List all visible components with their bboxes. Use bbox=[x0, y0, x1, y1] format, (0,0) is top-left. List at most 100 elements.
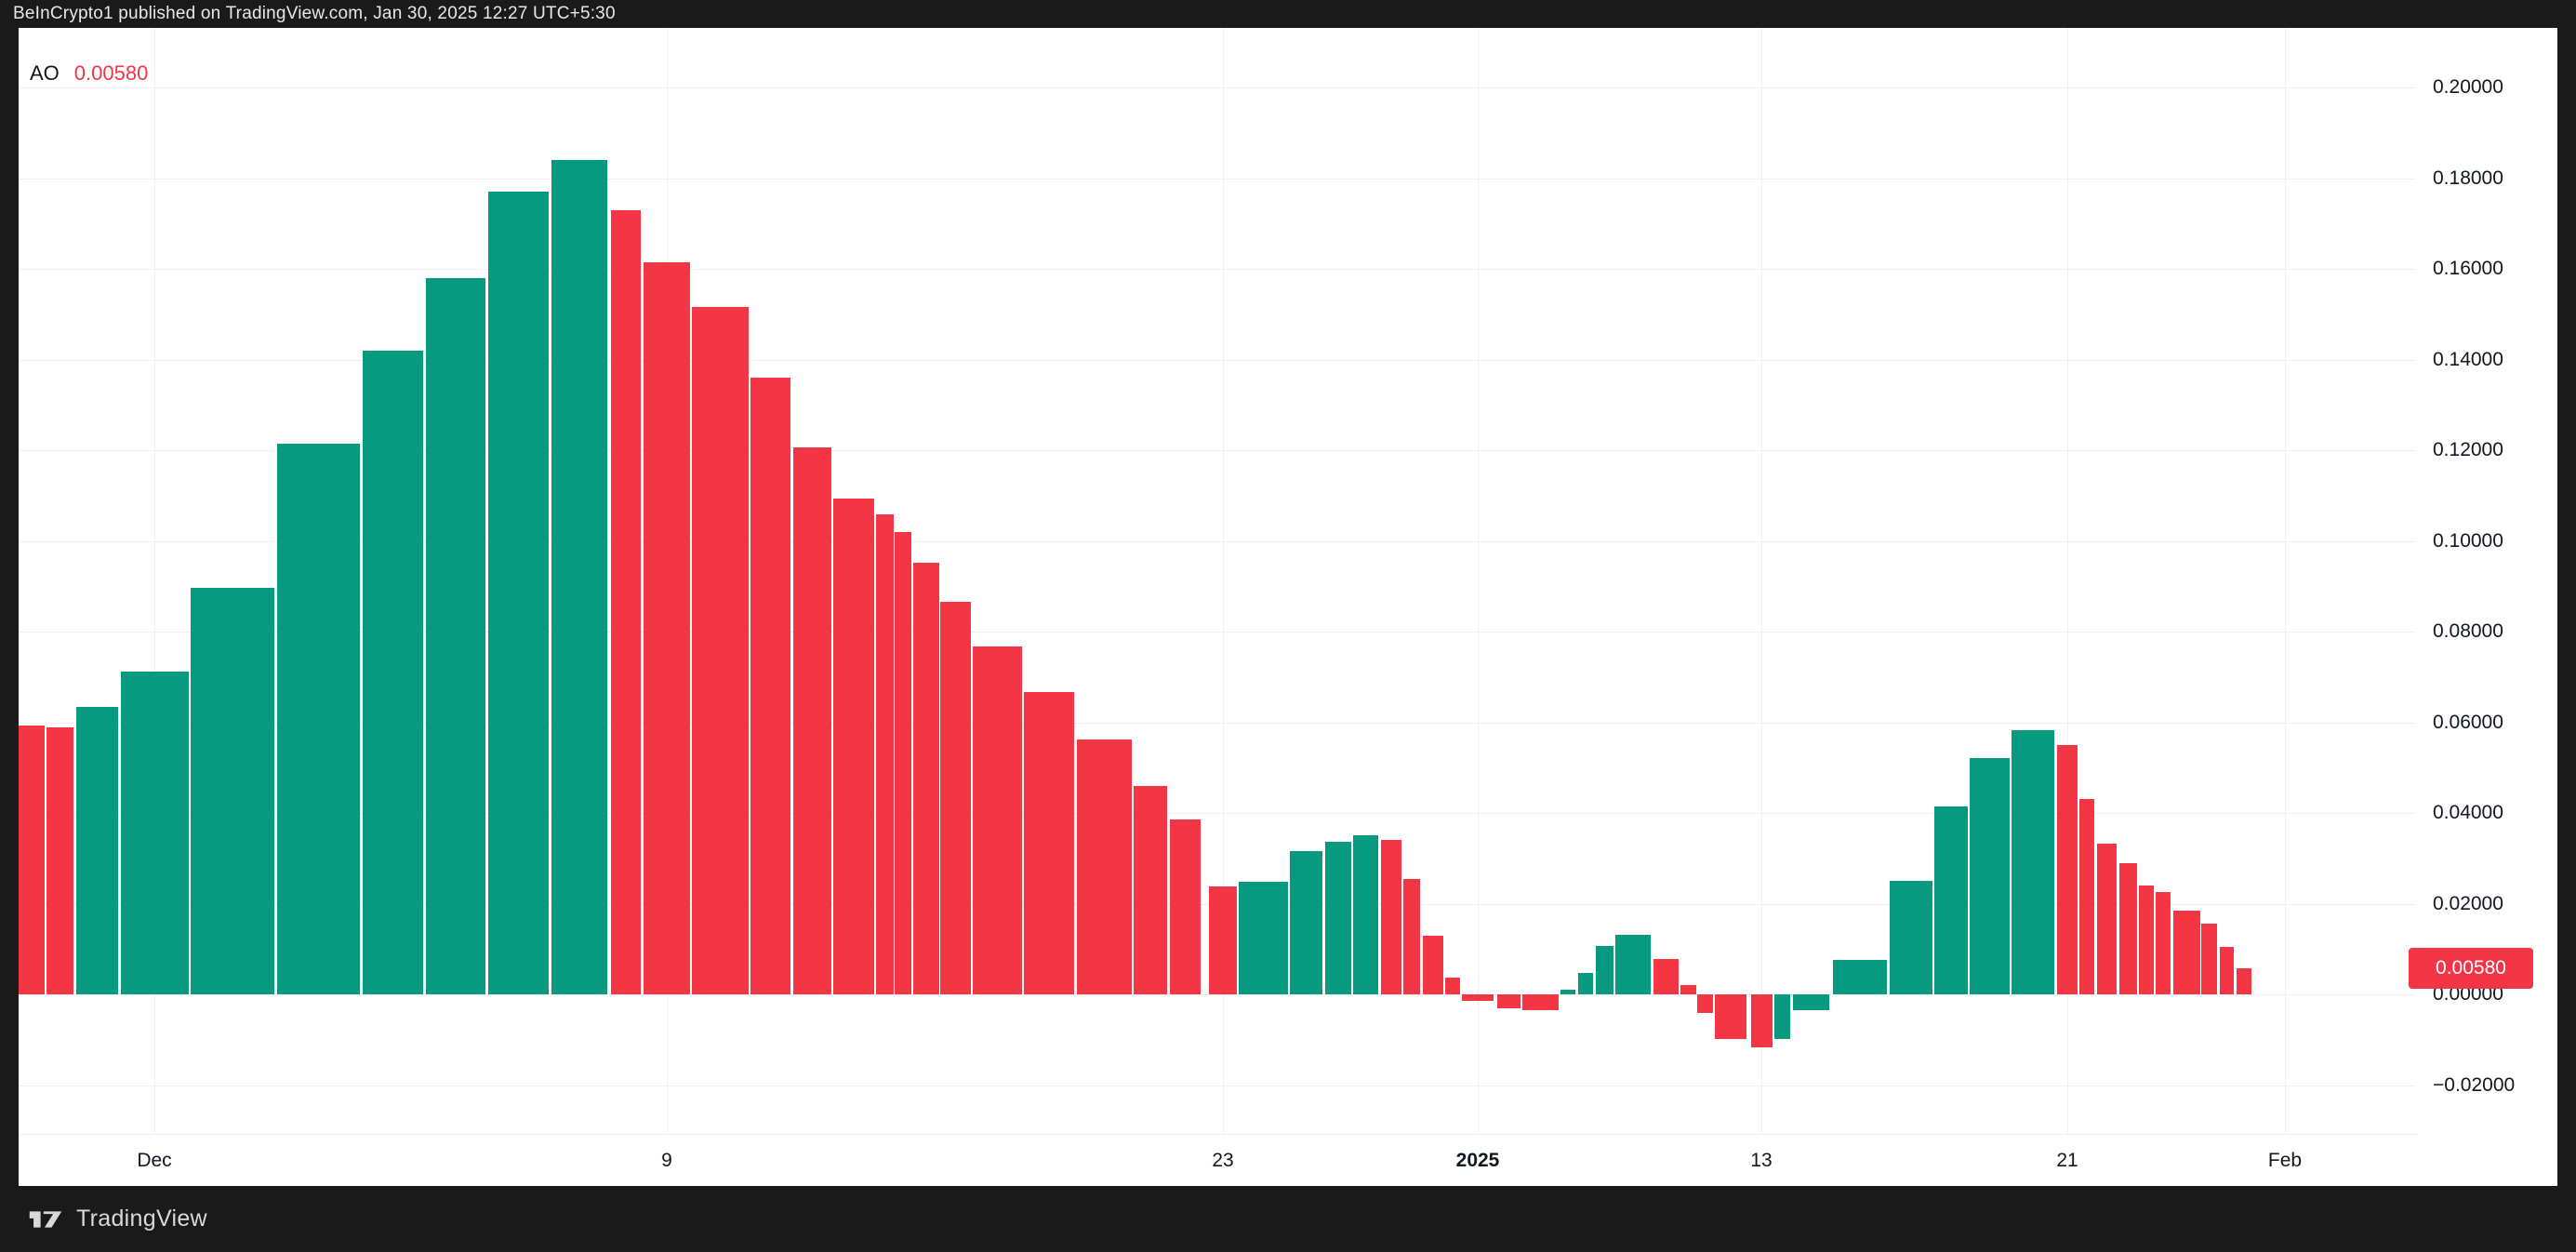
ao-bar bbox=[876, 513, 894, 994]
ao-bar bbox=[1615, 935, 1651, 994]
h-gridline bbox=[19, 632, 2415, 633]
tradingview-brand-text[interactable]: TradingView bbox=[76, 1205, 207, 1232]
price-tick-label: 0.16000 bbox=[2433, 258, 2503, 279]
ao-bar bbox=[1423, 936, 1443, 994]
price-tick-label: 0.10000 bbox=[2433, 529, 2503, 552]
ao-bar bbox=[1751, 994, 1773, 1048]
ao-bar bbox=[1680, 984, 1696, 994]
ao-bar bbox=[1715, 994, 1746, 1039]
last-price-badge: 0.00580 bbox=[2409, 947, 2533, 989]
ao-bar bbox=[363, 350, 423, 994]
ao-bar bbox=[611, 209, 641, 994]
time-tick-label: Dec bbox=[137, 1150, 172, 1171]
ao-bar bbox=[46, 727, 73, 994]
ao-bar bbox=[692, 307, 749, 994]
ao-bar bbox=[1497, 994, 1520, 1009]
ao-bar bbox=[2220, 946, 2234, 994]
v-gridline bbox=[2285, 28, 2286, 1133]
ao-bar bbox=[2237, 967, 2251, 994]
price-tick-label: 0.12000 bbox=[2433, 439, 2503, 460]
price-tick-label: 0.06000 bbox=[2433, 711, 2503, 733]
ao-bar bbox=[1381, 839, 1401, 994]
ao-bar bbox=[1653, 958, 1679, 994]
time-tick-label: Feb bbox=[2267, 1150, 2303, 1171]
v-gridline bbox=[154, 28, 155, 1133]
ao-bar bbox=[973, 646, 1022, 994]
price-tick-label: 0.00000 bbox=[2433, 983, 2503, 1005]
attribution-bar: BeInCrypto1 published on TradingView.com… bbox=[0, 0, 2576, 28]
price-tick-label: 0.02000 bbox=[2433, 892, 2503, 914]
ao-bar bbox=[121, 671, 189, 994]
ao-bar bbox=[2201, 923, 2217, 994]
ao-bar bbox=[1522, 994, 1559, 1011]
time-tick-label: 21 bbox=[2056, 1150, 2078, 1171]
ao-bar bbox=[793, 446, 831, 994]
ao-bar bbox=[551, 160, 607, 994]
ao-bar bbox=[1134, 786, 1167, 994]
v-gridline bbox=[1761, 28, 1762, 1133]
ao-bar bbox=[19, 726, 45, 994]
ao-bar bbox=[1403, 879, 1420, 994]
ao-bar bbox=[1239, 882, 1288, 994]
ao-bar bbox=[1290, 850, 1322, 994]
ao-bar bbox=[1833, 959, 1887, 994]
ao-bar bbox=[76, 707, 118, 994]
ao-bar bbox=[2012, 729, 2054, 994]
ao-bar bbox=[1934, 806, 1968, 994]
ao-bar bbox=[2119, 863, 2137, 994]
chart-plot-area[interactable]: 0.20000 0.18000 0.16000 0.14000 0.12000 0.100… bbox=[19, 28, 2557, 1186]
v-gridline bbox=[2067, 28, 2068, 1133]
ao-bar bbox=[1578, 973, 1593, 994]
price-tick-label: 0.04000 bbox=[2433, 802, 2503, 823]
ao-bar bbox=[191, 587, 274, 994]
v-gridline bbox=[1478, 28, 1479, 1133]
ao-bar bbox=[2079, 798, 2094, 994]
ao-bar bbox=[2156, 891, 2171, 994]
v-gridline bbox=[1223, 28, 1224, 1133]
ao-bar bbox=[1596, 945, 1613, 994]
price-tick-label: 0.18000 bbox=[2433, 166, 2503, 189]
ao-bar bbox=[1209, 886, 1237, 994]
ao-bar bbox=[1462, 994, 1494, 1001]
ao-bar bbox=[644, 261, 690, 994]
price-tick-label: 0.20000 bbox=[2433, 76, 2503, 98]
ao-bar bbox=[2097, 844, 2117, 994]
h-gridline bbox=[19, 269, 2415, 270]
ao-bar bbox=[1697, 994, 1713, 1013]
tradingview-logo-icon[interactable] bbox=[28, 1206, 63, 1232]
attribution-text: BeInCrypto1 published on TradingView.com… bbox=[13, 4, 616, 23]
ao-bar bbox=[895, 531, 911, 994]
ao-bar bbox=[1170, 819, 1201, 994]
ao-bar bbox=[1890, 881, 1932, 994]
ao-bar bbox=[2057, 744, 2078, 994]
ao-bar bbox=[2139, 886, 2154, 994]
ao-bar bbox=[1024, 691, 1074, 994]
h-gridline bbox=[19, 540, 2415, 542]
ao-bar bbox=[1793, 994, 1829, 1011]
ao-bar bbox=[426, 277, 485, 994]
h-gridline bbox=[19, 994, 2415, 995]
ao-bar bbox=[1560, 990, 1575, 994]
ao-bar bbox=[1077, 739, 1132, 994]
time-tick-label: 23 bbox=[1212, 1150, 1234, 1171]
ao-bar bbox=[750, 378, 790, 994]
time-tick-label: 13 bbox=[1750, 1150, 1773, 1171]
time-axis-separator bbox=[19, 1134, 2418, 1135]
indicator-legend: AO 0.00580 bbox=[30, 61, 148, 86]
h-gridline bbox=[19, 87, 2415, 88]
ao-bar bbox=[913, 563, 939, 994]
ao-bar bbox=[2173, 910, 2200, 994]
ao-bar bbox=[940, 601, 971, 994]
h-gridline bbox=[19, 178, 2415, 180]
price-tick-label: 0.08000 bbox=[2433, 620, 2503, 642]
ao-bar bbox=[1774, 994, 1790, 1039]
ao-bar bbox=[1353, 834, 1378, 994]
time-tick-label: 9 bbox=[661, 1150, 672, 1171]
h-gridline bbox=[19, 722, 2415, 724]
indicator-last-value: 0.00580 bbox=[73, 61, 149, 85]
ao-bar bbox=[1325, 842, 1351, 994]
footer-bar: TradingView bbox=[0, 1186, 2576, 1252]
h-gridline bbox=[19, 450, 2415, 451]
h-gridline bbox=[19, 813, 2415, 814]
